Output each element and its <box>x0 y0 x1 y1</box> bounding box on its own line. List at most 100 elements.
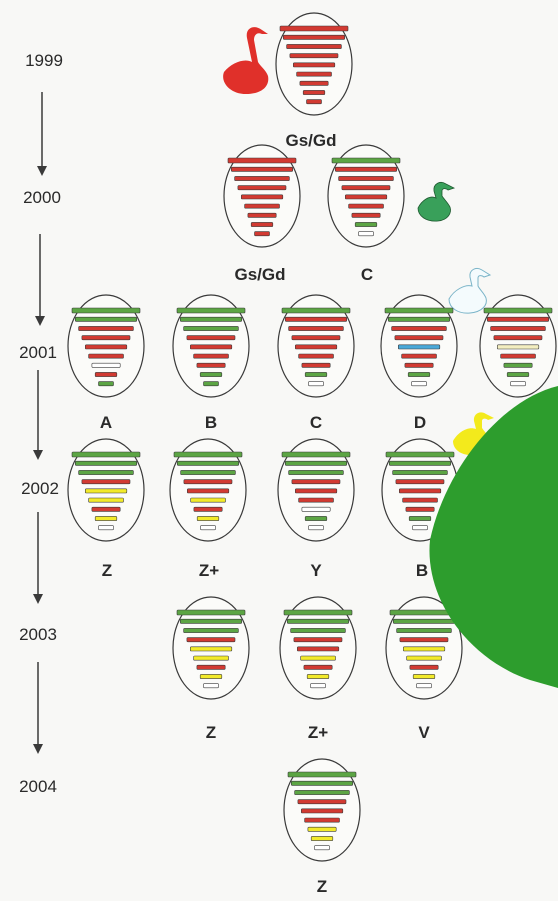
segment-bar <box>94 516 118 521</box>
genotype-egg <box>275 12 353 116</box>
segment-bar <box>408 516 432 521</box>
segment-bar <box>298 353 334 359</box>
segment-bar <box>200 525 216 531</box>
segment-bar <box>286 618 349 624</box>
segment-bar <box>392 470 448 475</box>
segment-bar <box>399 637 449 643</box>
year-label: 2001 <box>19 343 57 362</box>
segment-bar <box>186 335 236 341</box>
segment-bar <box>177 460 240 466</box>
segment-bar <box>287 771 357 778</box>
segment-bar <box>301 362 331 368</box>
segment-bar <box>180 470 236 475</box>
duck-icon <box>417 182 456 222</box>
segment-bar <box>412 674 436 679</box>
segment-bar <box>304 516 328 521</box>
node-label: Gs/Gd <box>285 131 336 150</box>
node-label: C <box>310 413 322 432</box>
segment-bar <box>306 674 330 679</box>
node-label: Gs/Gd <box>234 265 285 284</box>
genotype-egg <box>67 438 145 542</box>
segment-bar <box>290 780 353 786</box>
node-label: Z+ <box>308 723 328 742</box>
segment-bar <box>183 326 239 331</box>
segment-bar <box>91 362 121 368</box>
segment-bar <box>288 470 344 475</box>
segment-bar <box>395 479 445 485</box>
segment-bar <box>98 525 114 531</box>
segment-bar <box>310 683 326 689</box>
segment-bar <box>190 646 233 652</box>
segment-bar <box>281 307 351 314</box>
year-label: 2004 <box>19 777 57 796</box>
segment-bar <box>306 99 322 105</box>
segment-bar <box>94 372 118 377</box>
segment-bar <box>227 157 297 164</box>
segment-bar <box>299 80 329 86</box>
segment-bar <box>290 628 346 633</box>
segment-bar <box>281 451 351 458</box>
genotype-egg <box>223 144 301 248</box>
segment-bar <box>483 307 553 314</box>
timeline-arrows <box>33 92 47 754</box>
genotype-egg <box>283 758 361 862</box>
segment-bar <box>237 185 287 191</box>
segment-bar <box>402 646 446 652</box>
segment-bar <box>78 470 134 475</box>
segment-bar <box>503 362 533 368</box>
segment-bar <box>78 326 134 331</box>
segment-bar <box>300 808 344 814</box>
segment-bar <box>314 845 330 851</box>
segment-bar <box>88 497 124 503</box>
segment-bar <box>286 44 342 49</box>
segment-bar <box>199 674 223 679</box>
year-label: 2000 <box>23 188 61 207</box>
segment-bar <box>196 516 220 521</box>
node-label: D <box>414 413 426 432</box>
segment-bar <box>234 176 290 181</box>
goose-icon <box>223 27 269 94</box>
segment-bar <box>196 664 226 670</box>
segment-bar <box>331 157 401 164</box>
segment-bar <box>85 488 128 494</box>
segment-bar <box>193 353 229 359</box>
segment-bar <box>510 381 526 387</box>
segment-bar <box>304 372 328 377</box>
segment-bar <box>297 799 347 805</box>
segment-bar <box>404 362 434 368</box>
segment-bar <box>384 307 454 314</box>
segment-bar <box>406 655 442 661</box>
segment-bar <box>308 381 324 387</box>
segment-bar <box>398 488 442 494</box>
segment-bar <box>391 326 447 331</box>
genotype-egg <box>172 596 250 700</box>
genotype-egg <box>380 294 458 398</box>
node-label: Z+ <box>199 561 219 580</box>
segment-bar <box>412 525 428 531</box>
node-label: A <box>100 413 112 432</box>
node-label: V <box>418 723 430 742</box>
segment-bar <box>490 326 546 331</box>
node-label: Z <box>102 561 112 580</box>
segment-bar <box>351 212 381 218</box>
segment-bar <box>71 307 141 314</box>
segment-bar <box>294 488 338 494</box>
segment-bar <box>294 790 350 795</box>
segment-bar <box>71 451 141 458</box>
segment-bar <box>180 618 243 624</box>
segment-bar <box>176 307 246 314</box>
segment-bar <box>81 479 131 485</box>
segment-bar <box>493 335 543 341</box>
segment-bar <box>387 316 450 322</box>
segment-bar <box>392 618 455 624</box>
segment-bar <box>247 212 277 218</box>
genotype-egg <box>172 294 250 398</box>
overlay-blob <box>429 386 558 688</box>
node-label: Z <box>206 723 216 742</box>
segment-bar <box>173 451 243 458</box>
segment-bar <box>190 497 226 503</box>
segment-bar <box>385 451 455 458</box>
segment-bar <box>307 826 337 832</box>
segment-bar <box>397 344 441 350</box>
segment-bar <box>284 316 347 322</box>
